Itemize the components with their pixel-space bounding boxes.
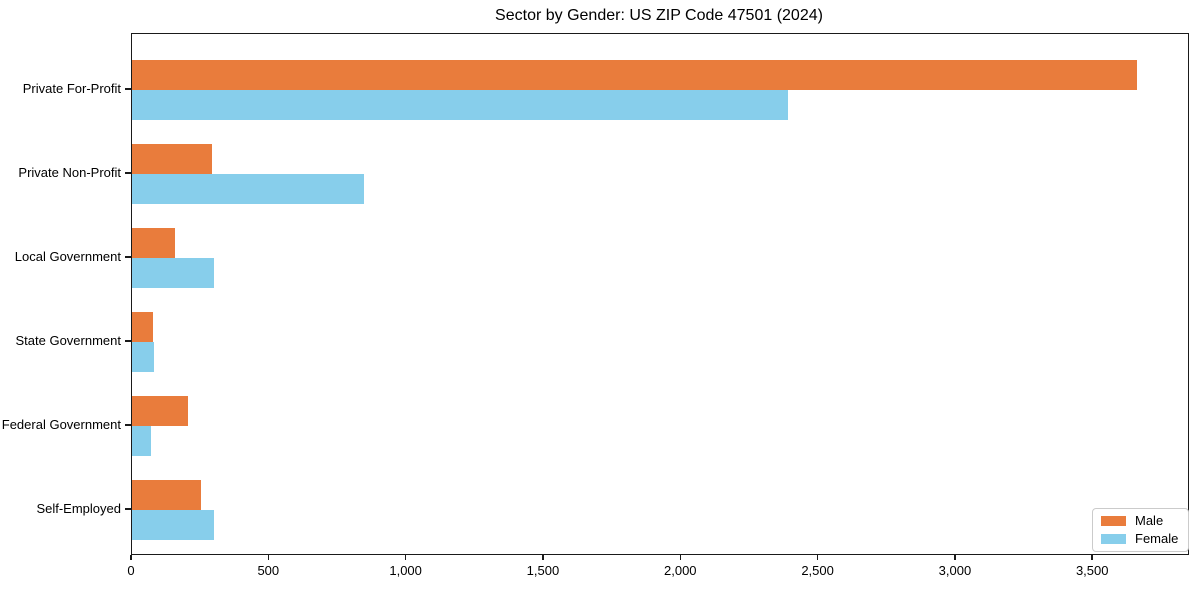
y-axis-tick: [125, 508, 131, 510]
x-axis-tick: [954, 554, 956, 560]
bar-male: [132, 60, 1138, 90]
x-axis-label: 0: [127, 563, 135, 578]
legend-entry-female: Female: [1101, 532, 1178, 545]
bar-female: [132, 426, 152, 456]
bar-male: [132, 396, 189, 426]
x-axis-label: 2,000: [664, 563, 697, 578]
y-axis-tick: [125, 256, 131, 258]
y-axis-label: Local Government: [14, 249, 121, 264]
legend-swatch-male: [1101, 515, 1126, 526]
y-axis-tick: [125, 172, 131, 174]
bar-male: [132, 144, 212, 174]
bar-male: [132, 228, 175, 258]
y-axis-tick: [125, 424, 131, 426]
bar-male: [132, 480, 201, 510]
y-axis-tick: [125, 88, 131, 90]
y-axis-label: Private For-Profit: [22, 81, 121, 96]
bar-female: [132, 342, 154, 372]
legend-entry-male: Male: [1101, 514, 1178, 527]
x-axis-tick: [1091, 554, 1093, 560]
y-axis-label: Self-Employed: [36, 501, 121, 516]
x-axis-label: 3,000: [938, 563, 972, 578]
plot-area: [131, 33, 1189, 555]
legend-label-male: Male: [1135, 513, 1164, 528]
x-axis-tick: [267, 554, 270, 560]
x-axis-tick: [542, 554, 544, 560]
x-axis-tick: [679, 554, 682, 560]
x-axis-label: 3,500: [1075, 563, 1109, 578]
y-axis-tick: [125, 340, 131, 342]
y-axis-label: State Government: [15, 333, 122, 348]
y-axis-label: Private Non-Profit: [18, 165, 121, 180]
x-axis-tick: [816, 554, 819, 560]
x-axis-tick: [404, 554, 407, 560]
legend-swatch-female: [1101, 533, 1126, 544]
bar-female: [132, 258, 215, 288]
x-axis-tick: [130, 554, 132, 560]
x-axis-label: 500: [257, 563, 280, 578]
chart-title: Sector by Gender: US ZIP Code 47501 (202…: [495, 7, 823, 24]
legend: Male Female: [1092, 508, 1190, 552]
bar-female: [132, 510, 215, 540]
y-axis-label: Federal Government: [1, 417, 121, 432]
bar-female: [132, 90, 789, 120]
x-axis-label: 1,500: [526, 563, 560, 578]
legend-label-female: Female: [1135, 531, 1179, 546]
x-axis-label: 1,000: [389, 563, 422, 578]
bar-male: [132, 312, 153, 342]
bar-female: [132, 174, 365, 204]
x-axis-label: 2,500: [801, 563, 834, 578]
